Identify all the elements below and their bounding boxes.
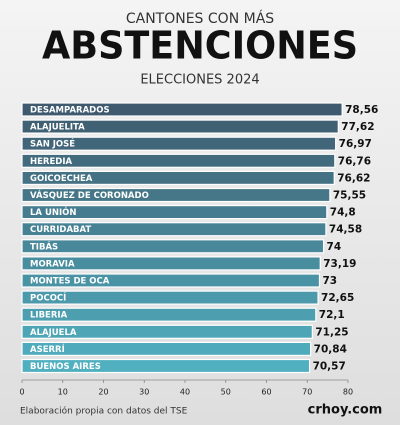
bar xyxy=(21,358,311,374)
category-label: ASERRÍ xyxy=(30,343,65,355)
bar xyxy=(21,119,339,134)
value-label: 74 xyxy=(327,241,342,253)
bar xyxy=(21,187,331,203)
category-label: POCOCÍ xyxy=(30,292,66,304)
value-label: 76,76 xyxy=(338,155,371,167)
category-label: TIBÁS xyxy=(30,240,58,252)
value-label: 74,8 xyxy=(330,207,356,219)
bar xyxy=(21,273,321,288)
bar xyxy=(21,256,321,271)
bar xyxy=(21,136,337,151)
bar xyxy=(21,205,328,220)
value-label: 70,57 xyxy=(313,361,346,373)
bar xyxy=(21,170,335,185)
value-label: 74,58 xyxy=(329,224,362,236)
value-label: 76,97 xyxy=(339,138,372,150)
value-label: 72,1 xyxy=(319,309,345,321)
x-tick-label: 80 xyxy=(343,388,353,397)
x-tick-label: 70 xyxy=(302,388,312,397)
value-label: 72,65 xyxy=(321,292,354,304)
category-label: LIBERIA xyxy=(30,311,68,321)
category-label: ALAJUELA xyxy=(30,328,77,338)
value-label: 71,25 xyxy=(315,326,348,338)
bar xyxy=(21,290,319,305)
category-label: BUENOS AIRES xyxy=(30,362,101,372)
value-label: 73,19 xyxy=(323,258,356,270)
source-note: Elaboración propia con datos del TSE xyxy=(20,406,188,417)
subtitle: ELECCIONES 2024 xyxy=(140,73,259,88)
value-label: 73 xyxy=(322,275,337,287)
bar xyxy=(21,307,317,322)
category-label: LA UNIÓN xyxy=(30,206,76,218)
category-label: MORAVIA xyxy=(30,259,75,269)
title-top: CANTONES CON MÁS xyxy=(126,10,274,27)
value-label: 75,55 xyxy=(333,190,366,202)
bar xyxy=(21,239,325,254)
value-label: 77,62 xyxy=(341,121,374,133)
x-tick-label: 50 xyxy=(221,388,231,397)
bar xyxy=(21,153,336,168)
value-label: 70,84 xyxy=(314,343,347,355)
category-label: DESAMPARADOS xyxy=(30,106,110,116)
x-tick-label: 60 xyxy=(261,388,271,397)
category-label: VÁSQUEZ DE CORONADO xyxy=(30,189,149,201)
value-label: 78,56 xyxy=(345,104,378,116)
category-label: GOICOECHEA xyxy=(30,174,93,184)
x-tick-label: 20 xyxy=(98,388,108,397)
bar xyxy=(21,341,312,356)
value-label: 76,62 xyxy=(337,172,370,184)
x-tick-label: 40 xyxy=(180,388,190,397)
bar xyxy=(21,222,327,237)
logo: crhoy.com xyxy=(308,403,383,418)
x-tick-label: 30 xyxy=(139,388,149,397)
bar xyxy=(21,324,313,339)
x-tick-label: 10 xyxy=(58,388,68,397)
category-label: ALAJUELITA xyxy=(30,123,85,133)
category-label: CURRIDABAT xyxy=(30,225,91,235)
category-label: SAN JOSÉ xyxy=(30,138,75,150)
category-label: HEREDIA xyxy=(30,157,72,167)
x-tick-label: 0 xyxy=(19,388,24,397)
bar xyxy=(21,102,343,117)
chart-title: ABSTENCIONES xyxy=(42,24,358,68)
category-label: MONTES DE OCA xyxy=(30,277,110,287)
